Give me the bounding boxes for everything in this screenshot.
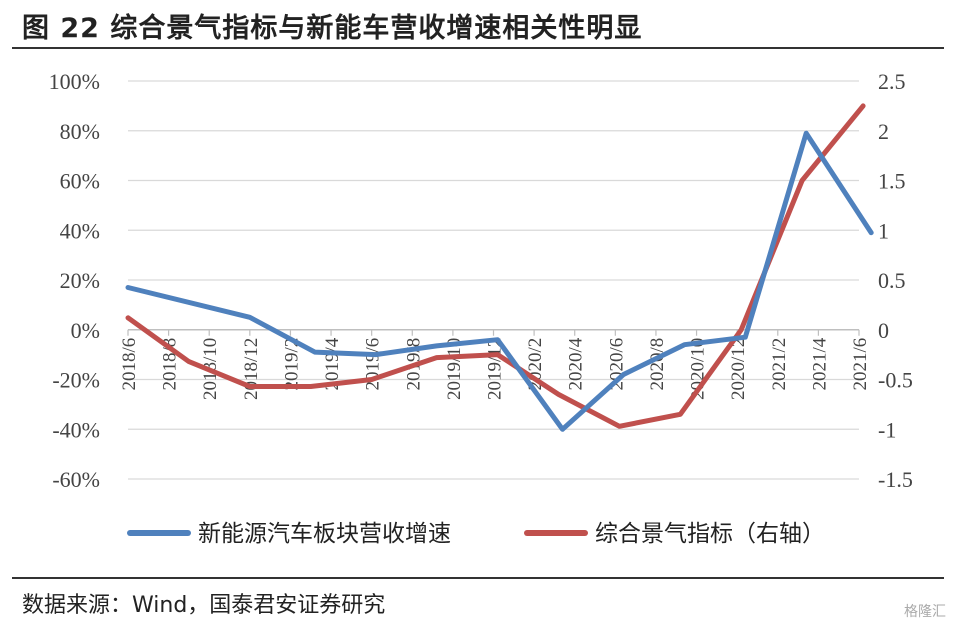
x-tick-label: 2021/6 (850, 338, 871, 391)
series-line-index (125, 103, 866, 429)
left-tick-label: -40% (52, 417, 100, 442)
left-tick-label: 60% (60, 169, 100, 194)
line-chart: 100%80%60%40%20%0%-20%-40%-60% 2.521.510… (49, 69, 913, 547)
legend-label: 综合景气指标（右轴） (595, 521, 825, 547)
x-tick-label: 2018/6 (119, 338, 140, 391)
right-tick-label: 0.5 (878, 268, 906, 293)
chart-grid (127, 80, 860, 480)
legend: 新能源汽车板块营收增速 综合景气指标（右轴） (127, 521, 825, 547)
right-axis-ticks: 2.5 2 1.5 1 0.5 0 -0.5 -1 -1.5 (878, 69, 913, 492)
x-tick-label: 2021/2 (769, 338, 790, 391)
x-tick-label: 2019/10 (444, 338, 465, 400)
x-tick-label: 2020/12 (728, 338, 749, 400)
x-tick-label: 2020/8 (647, 338, 668, 391)
series-lines (125, 103, 874, 432)
left-tick-label: 40% (60, 218, 100, 243)
figure-title: 图 22 综合景气指标与新能车营收增速相关性明显 (22, 13, 643, 44)
x-tick-label: 2019/2 (281, 338, 302, 391)
right-tick-label: 2 (878, 119, 889, 144)
bottom-rule (12, 577, 944, 579)
left-tick-label: -20% (52, 368, 100, 393)
right-tick-label: 2.5 (878, 69, 906, 94)
right-tick-label: -1 (878, 417, 896, 442)
left-tick-label: -60% (52, 467, 100, 492)
source-note: 数据来源：Wind，国泰君安证券研究 (22, 593, 386, 618)
watermark: 格隆汇 (904, 604, 946, 620)
left-tick-label: 20% (60, 268, 100, 293)
left-tick-label: 100% (49, 69, 100, 94)
x-tick-label: 2021/4 (809, 337, 830, 390)
left-tick-label: 80% (60, 119, 100, 144)
series-line-revenue (125, 130, 874, 432)
right-tick-label: 1.5 (878, 169, 906, 194)
left-axis-ticks: 100% 80% 60% 40% 20% 0% -20% -40% -60% (49, 69, 100, 492)
left-tick-label: 0% (71, 318, 100, 343)
right-tick-label: -1.5 (878, 467, 913, 492)
right-tick-label: 1 (878, 218, 889, 243)
x-axis-ticks: 2018/6 2018/8 2018/10 2018/12 2019/2 2019/4 20… (119, 337, 871, 400)
x-tick-label: 2020/4 (566, 337, 587, 390)
top-rule (12, 47, 944, 49)
x-tick-label: 2018/12 (241, 338, 262, 400)
right-tick-label: -0.5 (878, 368, 913, 393)
right-tick-label: 0 (878, 318, 889, 343)
legend-label: 新能源汽车板块营收增速 (198, 521, 451, 547)
